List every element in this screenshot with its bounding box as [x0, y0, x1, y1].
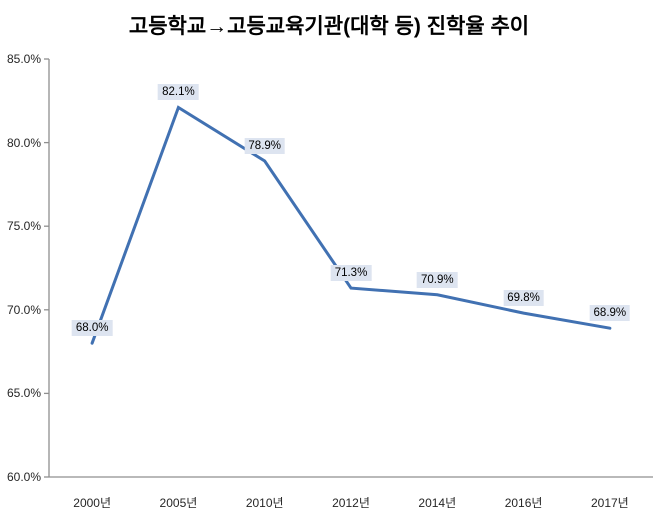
x-tick-label: 2017년 — [590, 496, 629, 510]
series-line — [90, 105, 612, 345]
x-tick-label: 2005년 — [159, 496, 198, 510]
data-label: 78.9% — [244, 137, 286, 154]
x-tick-label: 2010년 — [245, 496, 284, 510]
x-tick-label: 2016년 — [504, 496, 543, 510]
y-tick-label: 80.0% — [6, 135, 41, 150]
x-tick-label: 2014년 — [418, 496, 457, 510]
data-label: 82.1% — [158, 84, 199, 101]
data-label: 70.9% — [416, 271, 458, 288]
y-tick-label: 75.0% — [6, 219, 41, 234]
x-tick-label: 2012년 — [332, 496, 370, 510]
data-label: 69.8% — [503, 290, 544, 307]
data-label: 71.3% — [330, 265, 372, 282]
chart-title: 고등학교→고등교육기관(대학 등) 진학율 추이 — [128, 15, 530, 38]
y-tick-label: 60.0% — [6, 470, 41, 484]
y-tick-label: 65.0% — [6, 386, 41, 401]
x-tick-label: 2000년 — [73, 496, 112, 510]
data-label: 68.9% — [589, 305, 631, 322]
data-label: 68.0% — [71, 320, 113, 337]
y-tick-label: 70.0% — [6, 302, 41, 317]
y-tick-label: 85.0% — [6, 52, 41, 66]
